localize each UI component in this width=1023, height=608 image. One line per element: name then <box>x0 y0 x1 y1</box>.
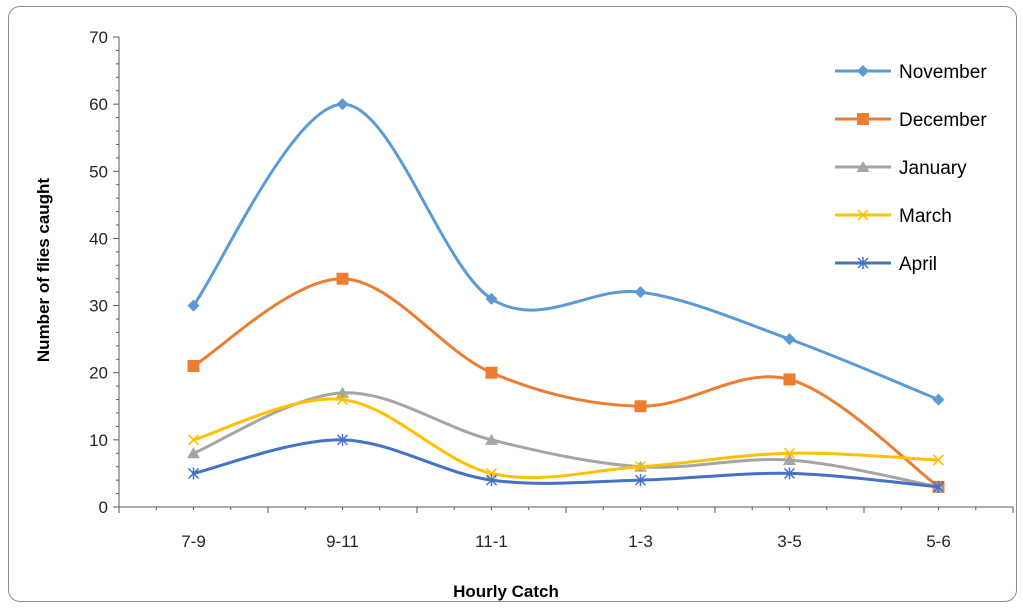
data-point <box>634 400 647 413</box>
y-tick-label: 60 <box>89 95 108 114</box>
y-tick-label: 0 <box>99 498 108 517</box>
legend: November December January March April <box>835 62 987 275</box>
series-april <box>187 433 945 493</box>
legend-label: December <box>899 110 987 131</box>
series-line <box>192 277 940 489</box>
data-point <box>187 434 200 446</box>
data-point <box>932 480 945 493</box>
x-tick-label: 9-11 <box>326 532 359 551</box>
y-tick-label: 50 <box>89 162 108 181</box>
data-point <box>783 467 796 480</box>
y-tick-label: 40 <box>89 229 108 248</box>
data-point <box>634 461 647 473</box>
x-axis-title: Hourly Catch <box>453 582 559 601</box>
legend-item: March <box>835 206 952 227</box>
data-point <box>336 394 349 406</box>
x-tick-label: 5-6 <box>926 532 951 551</box>
data-point <box>783 447 796 459</box>
data-point <box>783 373 796 386</box>
chart-area <box>8 6 1017 602</box>
legend-marker <box>857 113 869 125</box>
data-point <box>783 454 796 465</box>
data-point <box>634 474 647 487</box>
series-line <box>192 438 940 489</box>
legend-item: December <box>835 110 987 131</box>
legend-item: April <box>835 254 937 275</box>
data-point <box>932 454 945 466</box>
data-point <box>187 360 200 372</box>
data-point <box>932 393 945 406</box>
y-tick-label: 30 <box>89 297 108 316</box>
data-point <box>187 299 200 312</box>
data-point <box>634 286 647 299</box>
legend-item: January <box>835 158 967 179</box>
legend-label: March <box>899 206 952 227</box>
legend-marker <box>857 209 869 221</box>
legend-label: November <box>899 62 987 83</box>
data-point <box>783 333 796 346</box>
data-point <box>485 474 498 487</box>
series-layer <box>187 98 945 493</box>
x-tick-label: 11-1 <box>475 532 508 551</box>
x-axis: 7-9 9-11 11-1 1-3 3-5 5-6 <box>118 506 1014 551</box>
x-tick-label: 1-3 <box>628 532 653 551</box>
data-point <box>187 467 200 480</box>
y-axis-title: Number of flies caught <box>34 178 53 363</box>
y-tick-label: 10 <box>89 431 108 450</box>
y-axis: 0 10 20 30 40 50 60 70 <box>89 28 120 517</box>
data-point <box>187 447 200 459</box>
data-point <box>336 98 349 111</box>
legend-label: April <box>899 254 937 275</box>
series-line <box>192 391 940 489</box>
legend-marker <box>857 257 869 269</box>
series-line <box>192 102 940 402</box>
legend-marker <box>857 65 869 77</box>
x-tick-label: 3-5 <box>777 532 802 551</box>
legend-item: November <box>835 62 987 83</box>
legend-marker <box>856 161 870 172</box>
data-point <box>336 272 349 285</box>
data-point <box>485 433 498 445</box>
data-point <box>485 366 498 379</box>
y-tick-label: 20 <box>89 364 108 383</box>
data-point <box>336 433 349 446</box>
series-line <box>192 397 940 480</box>
x-tick-label: 7-9 <box>181 532 206 551</box>
series-november <box>187 98 945 406</box>
y-tick-label: 70 <box>89 28 108 47</box>
data-point <box>336 386 349 398</box>
legend-label: January <box>899 158 967 179</box>
series-december <box>187 272 945 493</box>
data-point <box>485 292 498 305</box>
